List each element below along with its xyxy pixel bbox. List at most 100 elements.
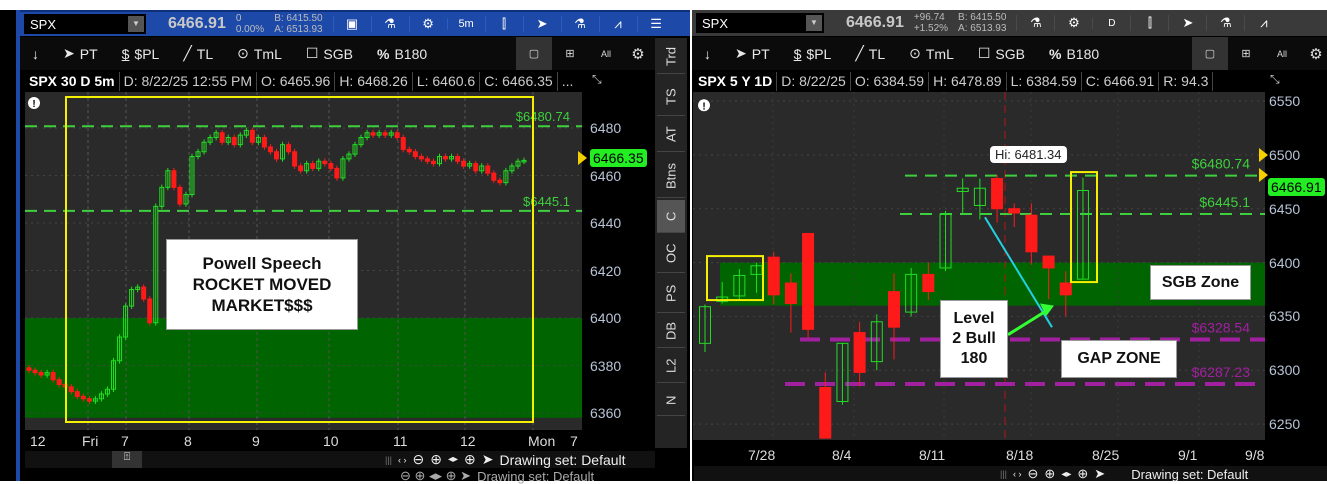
zoom-out-icon[interactable]: ⊖ [1027, 466, 1039, 481]
drawing-set-label[interactable]: Drawing set: Default [1131, 466, 1249, 482]
grid-view-button[interactable]: ⊞ [565, 48, 575, 60]
time-axis-label: 8/11 [919, 447, 946, 463]
candle-down [267, 146, 273, 153]
study-icon[interactable]: ⚗ [560, 16, 599, 32]
tool-b180[interactable]: % B180 [1049, 45, 1100, 62]
chart-title: SPX 30 D 5m [25, 72, 120, 91]
price-axis-label: 6300 [1269, 362, 1301, 379]
scroll-left-icon[interactable]: ‹ › [1013, 469, 1022, 479]
bid-ask: B: 6415.50 A: 6513.93 [958, 12, 1007, 34]
cursor-icon[interactable]: ➤ [1094, 466, 1106, 481]
timeframe-button[interactable]: D [1092, 17, 1130, 29]
gear-icon[interactable]: ⚙ [1054, 15, 1092, 31]
candle-down [56, 379, 62, 385]
tab-l2[interactable]: L2 [657, 350, 685, 383]
tool-pt[interactable]: ➤ PT [63, 45, 98, 62]
drawing-icon[interactable]: ⩘ [1244, 15, 1282, 31]
rectangle-icon: ☐ [305, 45, 319, 61]
pan-icon[interactable]: ◂▸ [1061, 468, 1072, 480]
left-scrollbar[interactable] [25, 451, 655, 468]
flask-icon[interactable]: ⚗ [1016, 15, 1054, 31]
cursor-icon[interactable]: ➤ [1168, 15, 1206, 31]
tool-tml[interactable]: ⊙ TmL [237, 45, 282, 62]
drawing-set-label-2[interactable]: Drawing set: Default [477, 468, 595, 484]
single-view-button[interactable]: ▢ [516, 37, 552, 70]
tool-sgb[interactable]: ☐ SGB [305, 45, 353, 62]
candle-style-icon[interactable]: ⫿ [1130, 15, 1168, 31]
candle-up [699, 306, 711, 344]
price-level-label: $6480.74 [1192, 156, 1251, 172]
tool-pl[interactable]: $ $PL [121, 45, 160, 62]
tool-tl[interactable]: ╱ TL [855, 45, 886, 62]
price-level-label: $6287.23 [1192, 364, 1251, 380]
candle-down [1059, 282, 1072, 296]
single-view-button[interactable]: ▢ [1192, 37, 1228, 70]
candle-up [364, 132, 370, 138]
price-axis-label: 6550 [1269, 93, 1301, 109]
candle-down [80, 395, 86, 400]
flask-icon[interactable]: ⚗ [370, 16, 409, 32]
tab-n[interactable]: N [657, 385, 685, 416]
candle-style-icon[interactable]: ⫿ [484, 16, 523, 32]
gear-icon[interactable]: ⚙ [408, 16, 447, 32]
tab-oc[interactable]: OC [657, 235, 685, 273]
pin-icon[interactable]: ↓ [704, 45, 711, 62]
crosshair-icon[interactable]: ⊕ [1077, 466, 1089, 481]
news-icon[interactable]: ▣ [332, 16, 371, 32]
left-bottom-controls-2: ⊖ ⊕ ◂▸ ⊕ ➤ Drawing set: Default [300, 468, 594, 484]
percent-icon: % [377, 45, 390, 62]
candle-up [733, 274, 746, 297]
tab-btns[interactable]: Btns [657, 154, 685, 198]
tab-ts[interactable]: TS [657, 78, 685, 116]
symbol-dropdown[interactable]: SPX ▼ [696, 13, 824, 33]
study-icon[interactable]: ⚗ [1206, 15, 1244, 31]
settings-gear-icon[interactable]: ⚙ [631, 45, 645, 63]
collapse-button[interactable]: ⍐ [112, 451, 142, 468]
highlight-box [706, 255, 764, 302]
candle-up [836, 342, 849, 402]
tool-b180[interactable]: % B180 [377, 45, 428, 62]
tab-ps[interactable]: PS [657, 275, 685, 313]
cursor-icon[interactable]: ➤ [522, 16, 561, 32]
tool-sgb[interactable]: ☐ SGB [977, 45, 1025, 62]
scroll-handle-icon[interactable]: ||| [1000, 469, 1008, 479]
tab-db[interactable]: DB [657, 315, 685, 348]
grid-view-button[interactable]: ⊞ [1241, 48, 1251, 60]
cursor-icon[interactable]: ➤ [481, 451, 494, 467]
bar-high: H: 6478.89 [929, 72, 1007, 91]
candle-down [322, 160, 328, 165]
menu-icon[interactable]: ☰ [636, 16, 675, 32]
expand-icon[interactable]: ⤡ [1270, 72, 1280, 86]
scroll-handle-icon[interactable]: ||| [385, 454, 393, 465]
candle-down [461, 160, 467, 167]
right-scrollbar[interactable] [694, 466, 1327, 481]
price-axis-label: 6400 [590, 310, 622, 326]
scroll-left-icon[interactable]: ‹ › [398, 454, 407, 465]
settings-gear-icon[interactable]: ⚙ [1309, 45, 1323, 63]
time-axis-label: 8 [184, 433, 192, 449]
tab-trd[interactable]: Trd [657, 40, 685, 74]
zoom-out-icon[interactable]: ⊖ ⊕ ◂▸ ⊕ ➤ [400, 468, 472, 483]
timeframe-button[interactable]: 5m [446, 18, 485, 30]
candle-up [225, 137, 231, 143]
drawing-icon[interactable]: ⩘ [598, 16, 637, 32]
crosshair-icon[interactable]: ⊕ [464, 451, 476, 467]
tab-at[interactable]: AT [657, 118, 685, 152]
tab-c[interactable]: C [657, 200, 685, 233]
zoom-in-icon[interactable]: ⊕ [1044, 466, 1056, 481]
zoom-out-icon[interactable]: ⊖ [412, 451, 425, 467]
zoom-in-icon[interactable]: ⊕ [430, 451, 442, 467]
tool-pt[interactable]: ➤ PT [735, 45, 770, 62]
candle-down [443, 156, 449, 160]
expand-icon[interactable]: ⤡ [592, 72, 602, 86]
tool-pl[interactable]: $ $PL [793, 45, 832, 62]
candle-up [503, 170, 509, 184]
tool-tml[interactable]: ⊙ TmL [909, 45, 954, 62]
tool-tl[interactable]: ╱ TL [183, 45, 214, 62]
pin-icon[interactable]: ↓ [32, 45, 39, 62]
pan-icon[interactable]: ◂▸ [447, 454, 459, 465]
all-button[interactable]: All [1276, 48, 1287, 59]
symbol-dropdown[interactable]: SPX ▼ [24, 14, 146, 34]
drawing-set-label[interactable]: Drawing set: Default [499, 451, 626, 468]
all-button[interactable]: All [600, 48, 611, 59]
